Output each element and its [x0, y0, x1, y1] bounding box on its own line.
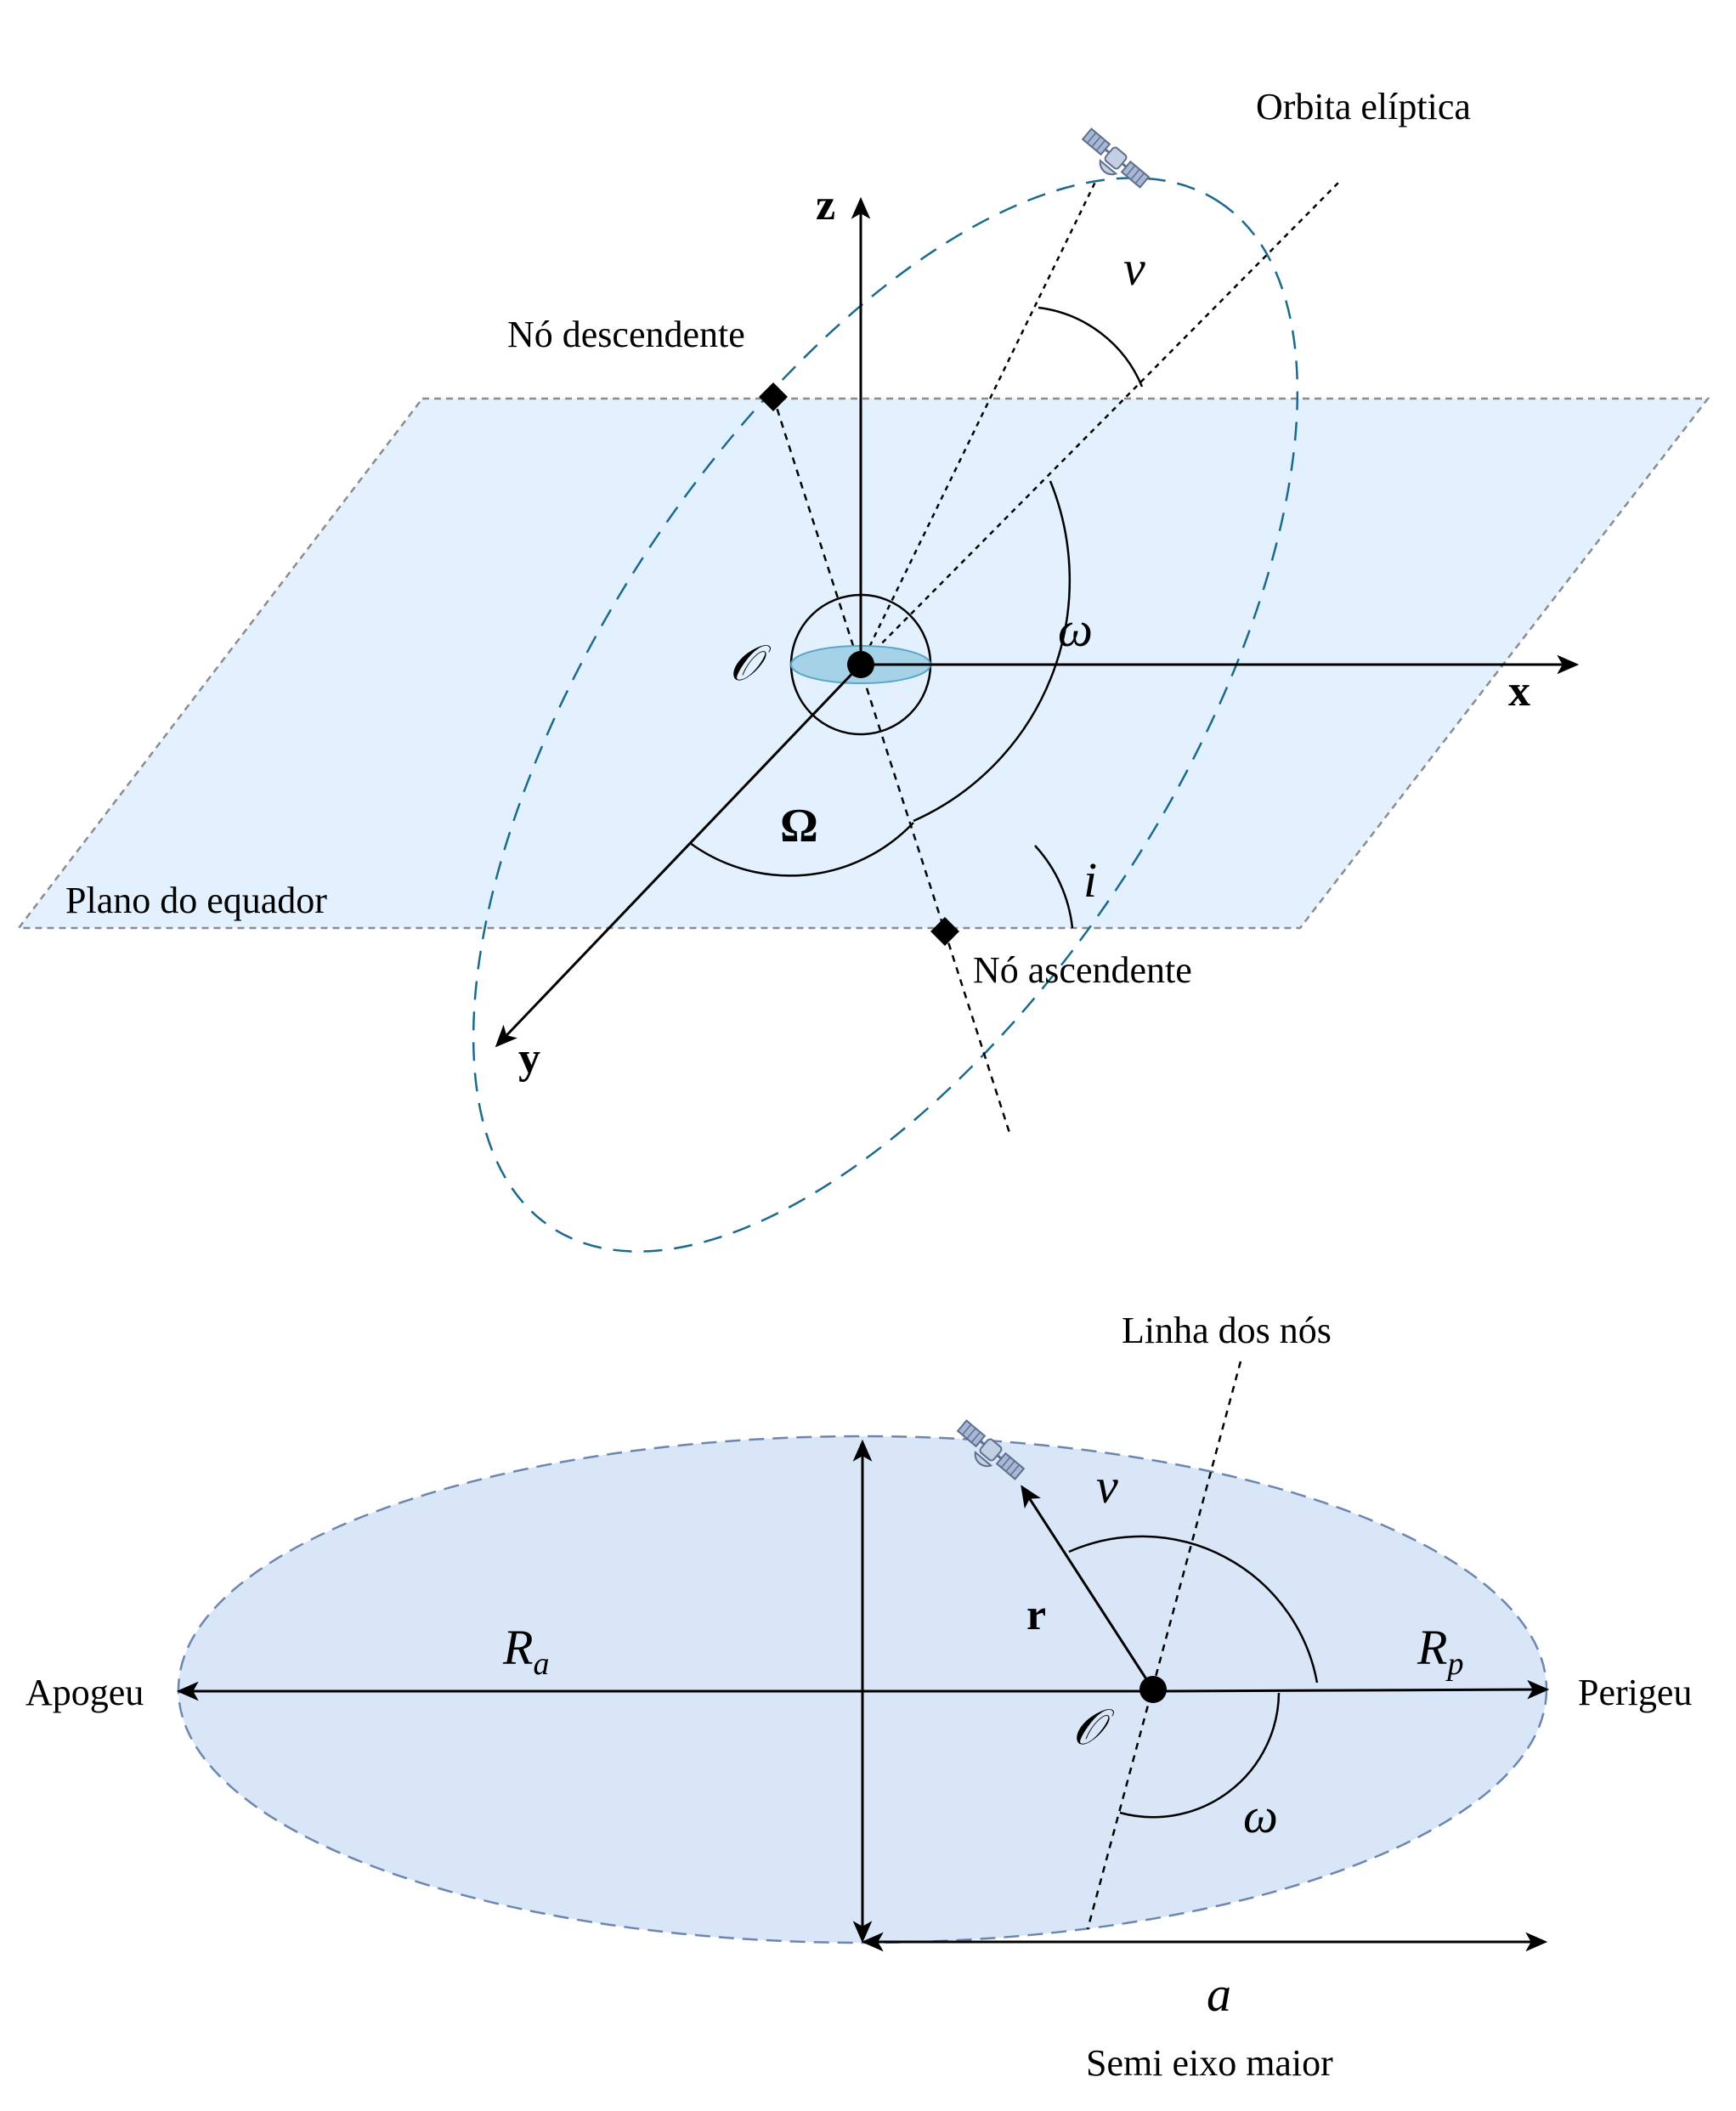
Rp-main: R: [1417, 1620, 1447, 1675]
origin-point: [847, 651, 874, 678]
line-of-nodes: [772, 396, 1011, 1134]
satellite-position-line: [859, 179, 1098, 665]
orbit-label: Orbita elíptica: [1256, 86, 1471, 127]
bottom-omega-label: ω: [1243, 1788, 1278, 1843]
omega-label: ω: [1058, 602, 1093, 657]
r-label: r: [1026, 1591, 1046, 1639]
nu-label: ν: [1123, 241, 1145, 296]
bottom-diagram: Linha dos nós Apogeu Perigeu Ra Rp r ν 𝒪…: [25, 1310, 1692, 2084]
apogee-label: Apogeu: [25, 1672, 144, 1713]
satellite-icon: [1074, 126, 1151, 197]
bottom-omega-arc: [1119, 1692, 1281, 1819]
inclination-label: i: [1083, 852, 1097, 908]
y-axis-label: y: [518, 1034, 540, 1083]
z-axis-label: z: [816, 181, 835, 229]
elliptical-orbit: [472, 177, 1299, 1253]
focus-point: [1139, 1676, 1167, 1703]
bottom-nu-label: ν: [1096, 1458, 1118, 1514]
ascending-node-marker: [930, 917, 959, 946]
x-axis-label: x: [1508, 667, 1530, 716]
Ra-label: Ra: [502, 1620, 549, 1682]
omega-arc: [913, 480, 1072, 823]
y-axis: [495, 663, 862, 1048]
nodes-line-label: Linha dos nós: [1122, 1310, 1332, 1351]
Rp-label: Rp: [1417, 1620, 1463, 1682]
bottom-line-of-nodes: [1086, 1361, 1242, 1930]
periapsis-line: [860, 179, 1342, 665]
Rp-arrow: [1155, 1679, 1550, 1700]
Ra-main: R: [502, 1620, 533, 1675]
Omega-label: Ω: [780, 800, 818, 852]
equator-plane-label: Plano do equador: [65, 880, 327, 921]
nu-arc: [1038, 306, 1144, 388]
position-vector-r: [1021, 1485, 1153, 1688]
ascending-node-label: Nó ascendente: [973, 949, 1192, 991]
semi-major-axis-label: Semi eixo maior: [1086, 2042, 1333, 2084]
Omega-arc: [689, 822, 914, 877]
bottom-nu-arc: [1068, 1535, 1319, 1684]
semi-major-a-label: a: [1207, 1967, 1231, 2022]
Rp-sub: p: [1445, 1646, 1463, 1682]
Ra-sub: a: [533, 1646, 549, 1682]
descending-node-label: Nó descendente: [507, 314, 745, 355]
inclination-arc: [1034, 845, 1074, 929]
perigee-label: Perigeu: [1578, 1672, 1692, 1713]
top-diagram: Orbita elíptica Nó descendente Nó ascend…: [16, 86, 1711, 1253]
